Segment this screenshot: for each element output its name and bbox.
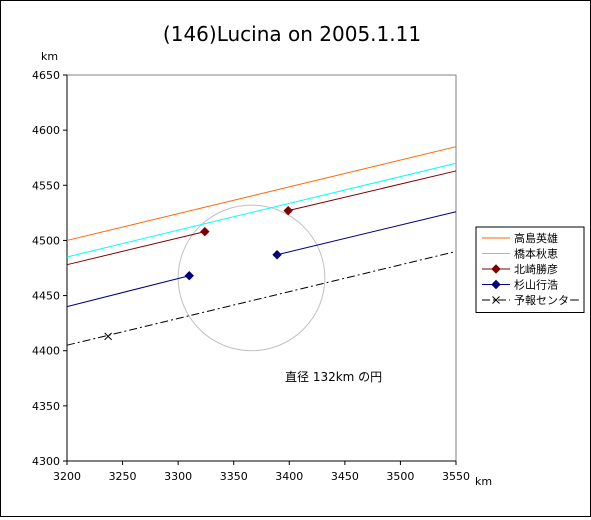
y-tick-label: 4350	[32, 400, 60, 413]
series-line-segment	[276, 211, 457, 256]
legend-label: 橋本秋恵	[514, 247, 558, 261]
y-tick-label: 4450	[32, 290, 60, 303]
legend-label: 予報センター	[514, 294, 580, 307]
x-tick-label: 3350	[220, 470, 248, 483]
data-point	[272, 250, 282, 260]
series-3	[66, 170, 457, 266]
plot-area: 4300 4350 4400 4450 4500 4550 4600 4650 3200 3250…	[32, 69, 470, 483]
legend-marker	[492, 296, 500, 304]
y-tick-label: 4600	[32, 124, 60, 137]
x-tick-label: 3250	[109, 470, 137, 483]
legend-item: 北崎勝彦	[482, 262, 558, 276]
legend-label: 北崎勝彦	[514, 262, 558, 276]
circle-annotation: 直径 132km の円	[285, 370, 382, 384]
x-tick-label: 3200	[53, 470, 81, 483]
x-axis-unit: km	[475, 475, 492, 488]
legend-item: 高島英雄	[482, 231, 558, 245]
legend-item: 杉山行浩	[482, 278, 558, 292]
data-point	[283, 205, 293, 216]
y-tick-label: 4400	[32, 345, 60, 358]
series-line-segment	[66, 162, 457, 258]
y-tick-label: 4650	[32, 69, 60, 82]
chart-title: (146)Lucina on 2005.1.11	[163, 22, 421, 46]
series-line-segment	[66, 231, 205, 266]
x-marker-stroke	[104, 332, 112, 341]
series-line-segment	[288, 170, 457, 212]
legend-marker	[491, 279, 501, 290]
legend-marker	[491, 264, 501, 274]
plot-background	[66, 74, 457, 462]
series-4	[66, 211, 457, 308]
data-point	[104, 332, 112, 341]
series-2	[66, 162, 457, 258]
legend-label: 杉山行浩	[514, 278, 558, 292]
series-1	[66, 146, 457, 241]
data-point	[184, 271, 194, 281]
diameter-circle	[177, 204, 326, 352]
series-line-segment	[66, 275, 190, 308]
series-line-segment	[66, 146, 457, 241]
y-tick-label: 4300	[32, 455, 60, 468]
legend-label: 高島英雄	[514, 231, 558, 245]
y-tick-label: 4500	[32, 234, 60, 247]
y-axis-unit: km	[41, 50, 58, 63]
data-point	[200, 226, 210, 237]
legend-item: 予報センター	[482, 294, 580, 307]
series-line-segment	[66, 250, 457, 346]
x-tick-label: 3400	[275, 470, 303, 483]
x-tick-label: 3550	[442, 470, 470, 483]
x-tick-label: 3300	[164, 470, 192, 483]
legend-item: 橋本秋恵	[482, 247, 558, 261]
x-tick-label: 3450	[331, 470, 359, 483]
series-5	[66, 250, 457, 346]
y-tick-label: 4550	[32, 179, 60, 192]
x-tick-label: 3500	[386, 470, 414, 483]
x-marker-stroke	[492, 296, 500, 304]
